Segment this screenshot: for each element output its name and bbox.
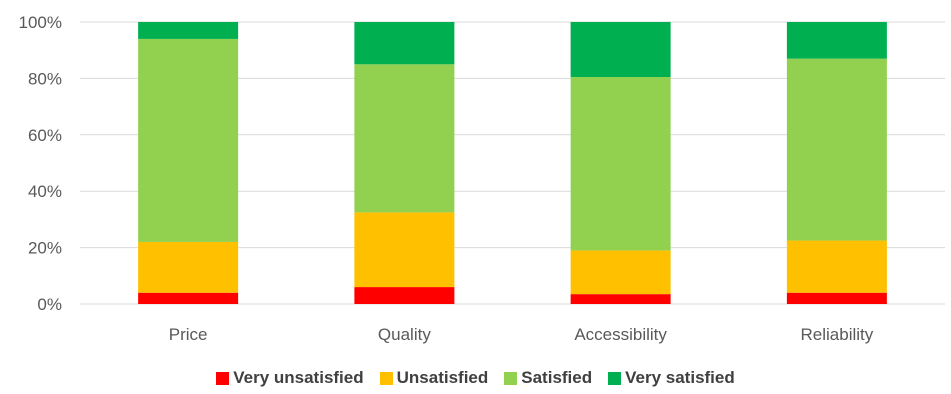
bar-segment xyxy=(786,240,887,293)
bar-segment xyxy=(570,250,671,295)
y-tick-label: 0% xyxy=(37,295,62,314)
bar-segment xyxy=(570,22,671,77)
legend-swatch xyxy=(504,371,518,385)
bar-segment xyxy=(570,294,671,304)
x-tick-label: Price xyxy=(169,325,208,344)
bar-segment xyxy=(354,64,455,213)
bar-segment xyxy=(138,38,239,242)
bars xyxy=(138,22,887,304)
bar-segment xyxy=(786,22,887,59)
x-tick-label: Reliability xyxy=(801,325,874,344)
y-tick-label: 80% xyxy=(28,69,62,88)
legend-label: Satisfied xyxy=(521,368,593,387)
legend-label: Unsatisfied xyxy=(396,368,489,387)
bar-segment xyxy=(138,241,239,293)
bar-segment xyxy=(570,76,671,251)
legend-swatch xyxy=(216,371,230,385)
bar-segment xyxy=(354,212,455,288)
bar-segment xyxy=(138,22,239,39)
y-tick-label: 20% xyxy=(28,239,62,258)
y-tick-label: 100% xyxy=(19,13,62,32)
x-tick-label: Accessibility xyxy=(574,325,667,344)
x-axis-ticks: Price Quality Accessibility Reliability xyxy=(169,325,874,344)
legend-swatch xyxy=(608,371,622,385)
legend-item: Satisfied xyxy=(504,368,592,388)
legend-swatch xyxy=(379,371,393,385)
bar-segment xyxy=(354,287,455,304)
legend-label: Very unsatisfied xyxy=(233,368,364,387)
legend: Very unsatisfied Unsatisfied Satisfied V… xyxy=(0,368,951,388)
x-tick-label: Quality xyxy=(378,325,431,344)
bar-segment xyxy=(786,292,887,304)
bar-segment xyxy=(354,22,455,65)
bar-segment xyxy=(786,58,887,241)
legend-item: Very satisfied xyxy=(608,368,735,388)
legend-item: Very unsatisfied xyxy=(216,368,364,388)
stacked-bar-chart: 0% 20% 40% 60% 80% 100% Price Quality Accessibi… xyxy=(19,13,945,344)
y-axis-ticks: 0% 20% 40% 60% 80% 100% xyxy=(19,13,62,314)
bar-segment xyxy=(138,292,239,304)
legend-label: Very satisfied xyxy=(625,368,735,387)
legend-item: Unsatisfied xyxy=(379,368,489,388)
y-tick-label: 60% xyxy=(28,126,62,145)
y-tick-label: 40% xyxy=(28,182,62,201)
